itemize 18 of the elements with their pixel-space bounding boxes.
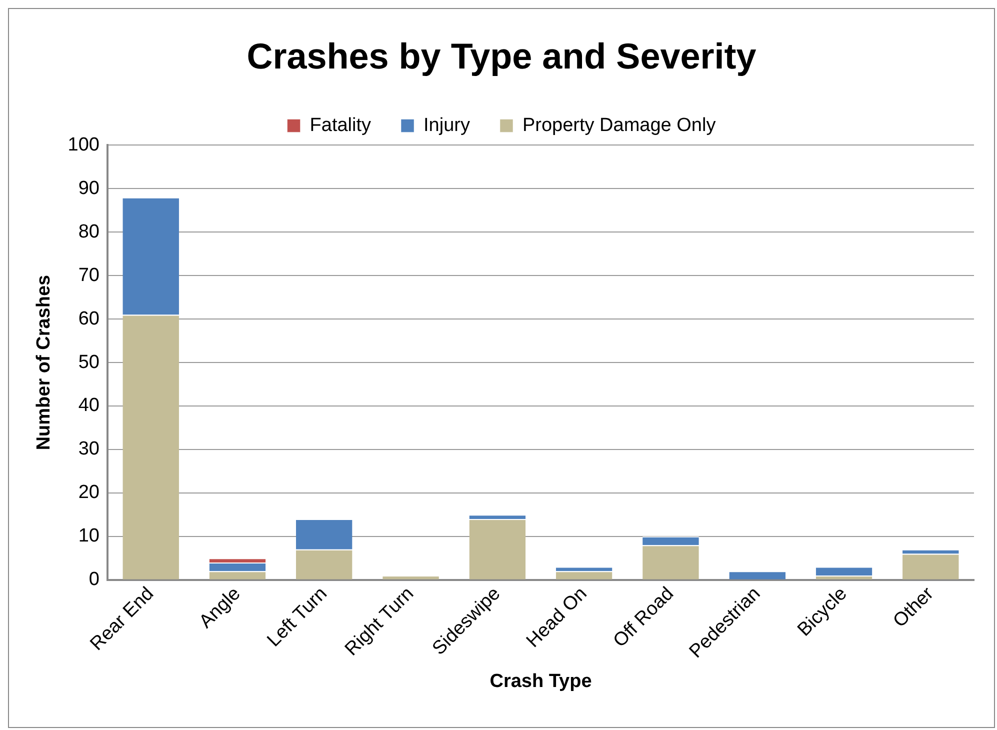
y-tick-label: 100 <box>68 134 100 156</box>
y-tick-label: 0 <box>88 569 100 590</box>
y-tick-label: 10 <box>78 526 100 547</box>
legend-label: Fatality <box>310 114 372 136</box>
y-tick-label: 20 <box>78 482 100 504</box>
y-tick-label: 60 <box>78 308 100 330</box>
legend-label: Property Damage Only <box>522 114 716 136</box>
y-tick-label: 90 <box>78 178 100 199</box>
y-tick-label: 70 <box>78 264 100 286</box>
y-tick-label: 40 <box>78 395 100 416</box>
y-axis-title: Number of Crashes <box>34 274 55 450</box>
x-axis-title: Crash Type <box>490 670 592 692</box>
y-tick-label: 50 <box>78 352 100 373</box>
chart-title: Crashes by Type and Severity <box>246 36 756 77</box>
legend-label: Injury <box>424 114 470 136</box>
x-tick-label: Left Turn <box>263 583 332 652</box>
y-tick-label: 80 <box>78 221 100 242</box>
y-tick-label: 30 <box>78 438 100 460</box>
